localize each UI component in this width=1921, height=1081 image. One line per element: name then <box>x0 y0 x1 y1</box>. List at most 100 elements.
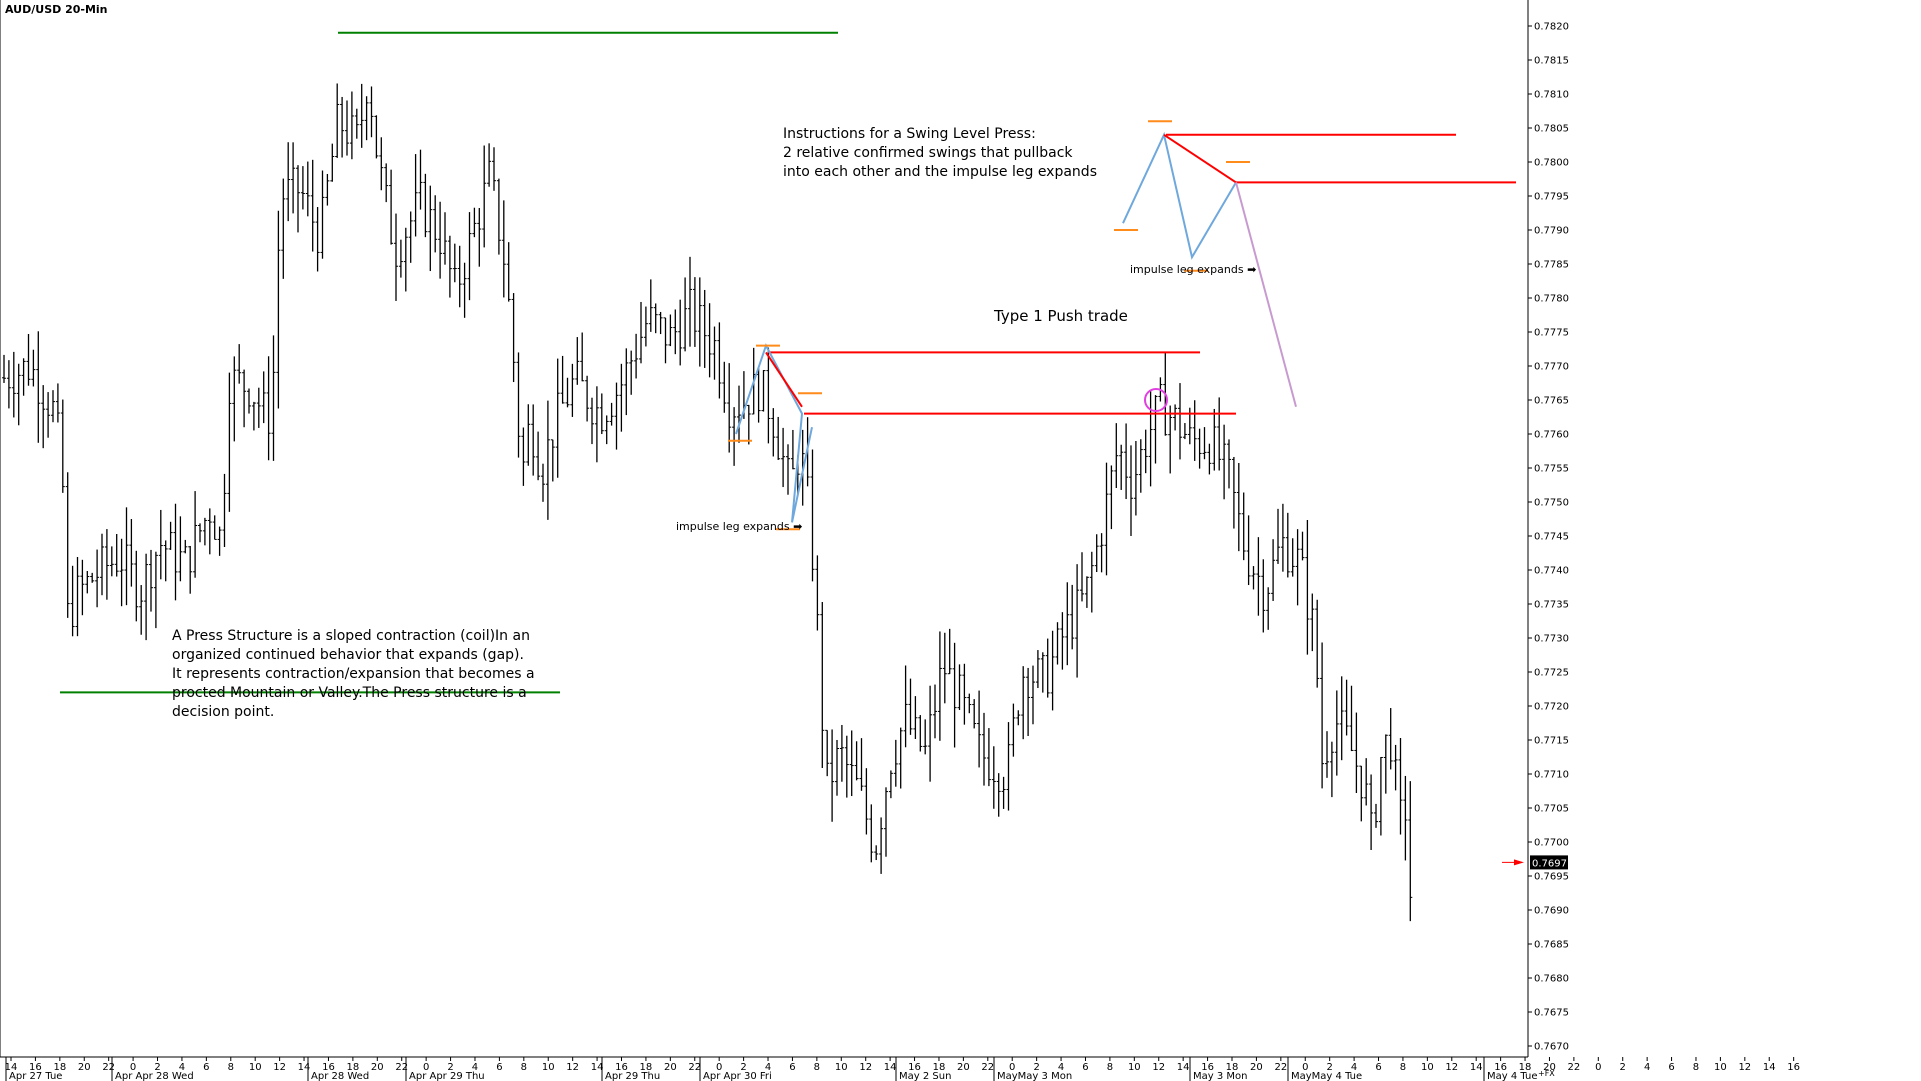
ohlc-bar <box>1153 395 1158 464</box>
ohlc-bar <box>1266 587 1271 630</box>
ohlc-bar <box>1315 599 1320 688</box>
ohlc-bar <box>51 390 55 423</box>
ohlc-bar <box>423 173 428 238</box>
ohlc-bar <box>957 664 962 710</box>
ohlc-bar <box>536 431 541 481</box>
hour-label: 8 <box>521 1062 527 1073</box>
hour-label: 10 <box>1714 1062 1727 1073</box>
ohlc-bar <box>237 344 242 384</box>
ohlc-bar <box>1055 622 1060 665</box>
ohlc-bar <box>95 549 100 608</box>
hour-label: 20 <box>78 1062 91 1073</box>
fx-corner-label: +FX <box>1538 1069 1555 1078</box>
ohlc-bar <box>340 96 345 158</box>
ohlc-bar <box>609 402 614 426</box>
ohlc-bar <box>1104 462 1109 576</box>
ohlc-bar <box>1026 667 1031 736</box>
hour-label: 18 <box>1226 1062 1239 1073</box>
ohlc-bar <box>109 546 114 577</box>
ohlc-bar <box>629 350 634 395</box>
ohlc-bar <box>472 207 477 238</box>
hour-label: 10 <box>835 1062 848 1073</box>
ohlc-bar <box>496 178 501 255</box>
ohlc-bar <box>1290 538 1295 577</box>
hour-label: 10 <box>249 1062 262 1073</box>
ohlc-bar <box>1241 492 1246 561</box>
ohlc-bar <box>854 741 859 781</box>
push-circle <box>1144 388 1168 412</box>
ohlc-bar <box>545 400 550 520</box>
ohlc-bar <box>1094 534 1099 573</box>
ohlc-bar <box>1256 537 1261 616</box>
ohlc-bar <box>663 317 668 364</box>
ohlc-bar <box>232 356 237 442</box>
ohlc-bar <box>501 200 506 298</box>
ohlc-bar <box>447 235 452 298</box>
price-tick-label: 0.7800 <box>1534 158 1569 169</box>
ohlc-bar <box>188 545 193 594</box>
hour-label: 2 <box>1033 1062 1039 1073</box>
hour-label: 16 <box>1201 1062 1214 1073</box>
hour-label: 12 <box>1152 1062 1165 1073</box>
price-tick-label: 0.7770 <box>1534 362 1569 373</box>
ohlc-bar <box>256 387 261 428</box>
ohlc-bar <box>1119 444 1124 490</box>
ohlc-bar <box>756 367 761 423</box>
impulse-label-2: impulse leg expands ➡ <box>1130 263 1257 276</box>
ohlc-bar <box>1349 685 1354 752</box>
ohlc-bar <box>60 399 65 493</box>
ohlc-bar <box>207 508 212 555</box>
ohlc-bar <box>1339 676 1344 761</box>
ohlc-bar <box>614 382 619 450</box>
ohlc-bar <box>104 529 109 600</box>
ohlc-bar <box>712 326 717 380</box>
hour-label: 2 <box>1326 1062 1332 1073</box>
ohlc-bar <box>1006 722 1011 811</box>
ohlc-bar <box>1295 529 1300 606</box>
time-axis[interactable]: 14 16 18 20 22 0 2 4 6 8 10 12 14 16 18 20 22 0 2 4 6 8 10 12 14… <box>5 1057 1800 1081</box>
impulse-label-1: impulse leg expands ➡ <box>676 520 803 533</box>
price-tick-label: 0.7700 <box>1534 838 1569 849</box>
ohlc-bar <box>320 170 325 259</box>
ohlc-bar <box>75 556 80 637</box>
ohlc-bar <box>1364 758 1369 806</box>
ohlc-bar <box>443 212 447 265</box>
hour-label: 4 <box>765 1062 771 1073</box>
hour-label: 8 <box>1693 1062 1699 1073</box>
ohlc-bar <box>1227 439 1231 489</box>
ohlc-bar <box>1329 741 1334 798</box>
price-tick-label: 0.7805 <box>1534 124 1569 135</box>
ohlc-bar <box>462 262 467 318</box>
price-tick-label: 0.7750 <box>1534 498 1569 509</box>
ohlc-bar <box>6 360 11 409</box>
ohlc-bar <box>1354 712 1359 794</box>
ohlc-bar <box>825 729 830 777</box>
ohlc-bar <box>575 337 580 385</box>
ohlc-bar <box>477 207 482 267</box>
hour-label: 14 <box>5 1062 18 1073</box>
hour-label: 14 <box>298 1062 311 1073</box>
price-tick-label: 0.7775 <box>1534 328 1569 339</box>
press-line-5: decision point. <box>172 704 275 720</box>
hour-label: 16 <box>1787 1062 1800 1073</box>
ohlc-bar <box>1285 512 1290 578</box>
ohlc-bar <box>325 173 330 206</box>
ohlc-bar <box>1133 440 1138 516</box>
ohlc-bar <box>820 601 825 768</box>
price-tick-label: 0.7670 <box>1534 1042 1569 1053</box>
hour-label: 22 <box>981 1062 994 1073</box>
hour-label: 10 <box>542 1062 555 1073</box>
ohlc-bar <box>1138 439 1143 493</box>
price-axis[interactable]: 0.7820 0.7815 0.7810 0.7805 0.7800 0.7795 0.77… <box>1502 22 1569 1079</box>
ohlc-bar <box>227 372 232 512</box>
ohlc-bar <box>1070 584 1075 650</box>
ohlc-bar <box>668 314 673 347</box>
ohlc-bar <box>11 351 16 418</box>
ohlc-bar <box>413 154 418 237</box>
ohlc-bar <box>222 473 227 548</box>
ohlc-bar <box>982 712 986 786</box>
ohlc-bar <box>163 540 168 582</box>
ohlc-bar <box>781 427 786 488</box>
price-tick-label: 0.7735 <box>1534 600 1569 611</box>
